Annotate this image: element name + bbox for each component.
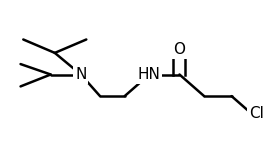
Text: Cl: Cl xyxy=(249,106,264,121)
Text: N: N xyxy=(75,67,87,82)
Text: O: O xyxy=(173,42,185,57)
Text: HN: HN xyxy=(138,67,161,82)
